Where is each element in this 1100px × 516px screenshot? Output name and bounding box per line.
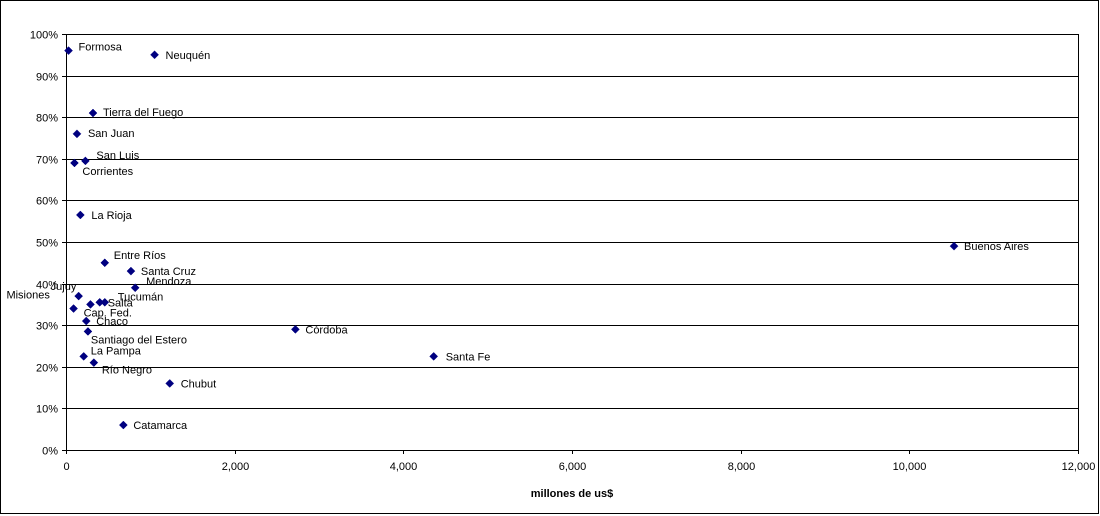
data-point bbox=[79, 352, 89, 361]
data-point bbox=[95, 297, 105, 307]
point-label: Neuquén bbox=[166, 50, 211, 62]
point-label: Santiago del Estero bbox=[91, 334, 187, 346]
data-points bbox=[64, 46, 959, 430]
point-label: Entre Ríos bbox=[114, 250, 166, 262]
point-label: Corrientes bbox=[82, 166, 133, 178]
x-tick-label: 2,000 bbox=[222, 461, 250, 473]
data-point bbox=[130, 283, 140, 293]
y-tick-label: 80% bbox=[36, 113, 58, 125]
y-tick-label: 40% bbox=[36, 280, 58, 292]
data-point bbox=[291, 325, 300, 334]
data-point bbox=[81, 156, 90, 166]
data-point bbox=[83, 327, 93, 336]
point-label: Tierra del Fuego bbox=[103, 107, 183, 119]
point-label: Formosa bbox=[79, 42, 123, 54]
point-label: Chubut bbox=[181, 378, 216, 390]
point-label: Santa Fe bbox=[446, 351, 491, 363]
x-tick-label: 4,000 bbox=[390, 461, 418, 473]
point-label: Río Negro bbox=[102, 365, 152, 377]
data-point bbox=[126, 266, 136, 276]
x-tick-label: 8,000 bbox=[728, 461, 756, 473]
y-tick-label: 100% bbox=[30, 30, 58, 42]
x-axis-title: millones de us$ bbox=[531, 488, 614, 500]
data-point bbox=[64, 46, 73, 55]
data-point bbox=[89, 358, 99, 367]
point-label: Misiones bbox=[6, 289, 50, 301]
point-label: Chaco bbox=[96, 316, 128, 328]
y-tick-label: 90% bbox=[36, 72, 58, 84]
y-tick-label: 0% bbox=[42, 446, 58, 458]
point-label: Cap. Fed. bbox=[84, 308, 132, 320]
point-label: Santa Cruz bbox=[141, 266, 196, 278]
y-tick-label: 60% bbox=[36, 196, 58, 208]
point-label: Catamarca bbox=[133, 420, 188, 432]
data-point bbox=[72, 129, 82, 139]
y-tick-label: 70% bbox=[36, 155, 58, 167]
data-point bbox=[949, 241, 959, 251]
data-point bbox=[88, 108, 98, 118]
data-point bbox=[86, 300, 95, 309]
point-label: Tucumán bbox=[118, 291, 163, 303]
y-tick-label: 30% bbox=[36, 321, 58, 333]
point-label: Buenos Aires bbox=[964, 241, 1029, 253]
point-label: Salta bbox=[108, 297, 134, 309]
data-point bbox=[429, 352, 439, 361]
y-tick-labels: 0% 10% 20% 30% 40% 50% 60% 70% 80% 90% 100% bbox=[30, 30, 58, 458]
data-point bbox=[74, 291, 84, 301]
point-label: Mendoza bbox=[146, 276, 192, 288]
y-tick-label: 50% bbox=[36, 238, 58, 250]
x-tick-label: 12,000 bbox=[1062, 461, 1096, 473]
gridlines bbox=[66, 34, 1078, 409]
data-point bbox=[81, 316, 91, 326]
data-point bbox=[70, 158, 79, 168]
data-point bbox=[75, 210, 85, 220]
data-point bbox=[118, 420, 128, 430]
y-tick-label: 10% bbox=[36, 404, 58, 416]
point-labels: Formosa Neuquén Tierra del Fuego San Juan Sa… bbox=[6, 42, 1029, 432]
point-label: Córdoba bbox=[305, 324, 348, 336]
x-tick-label: 10,000 bbox=[893, 461, 927, 473]
point-label: La Rioja bbox=[91, 210, 132, 222]
y-tick-label: 20% bbox=[36, 363, 58, 375]
point-label: La Pampa bbox=[91, 345, 142, 357]
point-label: San Juan bbox=[88, 128, 134, 140]
data-point bbox=[100, 258, 110, 268]
x-tick-label: 0 bbox=[63, 461, 69, 473]
x-tick-labels: 0 2,000 4,000 6,000 8,000 10,000 12,000 bbox=[63, 461, 1095, 473]
point-label: Jujuy bbox=[51, 281, 77, 293]
axes bbox=[62, 34, 1079, 454]
data-point bbox=[165, 379, 175, 388]
x-tick-label: 6,000 bbox=[559, 461, 587, 473]
data-point bbox=[150, 50, 159, 60]
point-label: San Luis bbox=[96, 150, 139, 162]
data-point bbox=[69, 304, 78, 313]
